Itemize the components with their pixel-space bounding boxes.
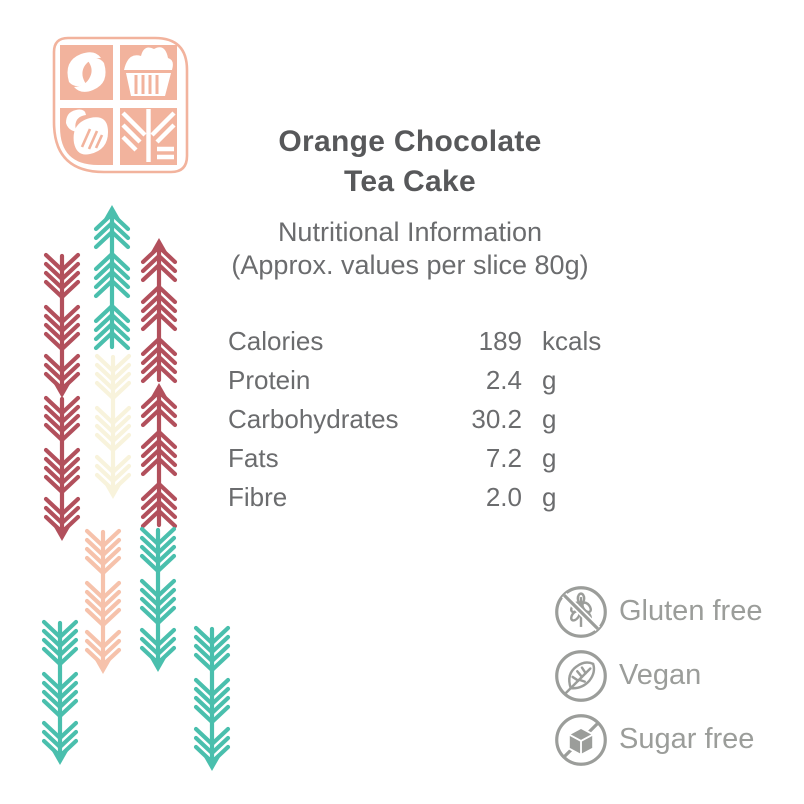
arrow-strand	[97, 356, 129, 499]
badge-sugar-free: Sugar free	[553, 710, 762, 769]
nutrient-label: Protein	[228, 365, 311, 395]
badge-gluten-free: Gluten free	[553, 582, 762, 641]
arrow-strand	[46, 255, 78, 398]
table-row: Fibre 2.0 g	[228, 478, 602, 517]
logo-weave-icon	[120, 108, 177, 165]
arrow-strand	[87, 531, 119, 674]
product-title: Orange Chocolate Tea Cake	[162, 122, 658, 202]
nutrition-heading: Nutritional Information	[277, 217, 543, 247]
badge-vegan: Vegan	[553, 646, 762, 705]
nutrient-value: 30.2	[471, 404, 522, 434]
arrow-strand	[96, 205, 128, 348]
dietary-badges: Gluten free Vegan	[553, 582, 762, 774]
arrow-strand	[196, 628, 228, 771]
nutrient-value: 7.2	[485, 443, 522, 473]
product-title-line2: Tea Cake	[344, 165, 476, 198]
arrow-strand	[143, 383, 175, 526]
nutrient-unit: g	[542, 443, 557, 473]
badge-label: Sugar free	[619, 723, 755, 755]
nutrient-label: Calories	[228, 326, 324, 356]
arrow-strand	[46, 398, 78, 541]
logo-cashews-icon	[60, 45, 113, 100]
nutrient-unit: kcals	[542, 326, 602, 356]
product-title-line1: Orange Chocolate	[278, 125, 542, 158]
nutrient-label: Carbohydrates	[228, 404, 399, 434]
nutrition-table: Calories 189 kcals Protein 2.4 g Carbohy…	[228, 322, 602, 517]
table-row: Fats 7.2 g	[228, 439, 602, 478]
nutrient-unit: g	[542, 404, 557, 434]
nutrient-unit: g	[542, 365, 557, 395]
logo-buns-icon	[60, 108, 113, 165]
nutrient-label: Fats	[228, 443, 279, 473]
nutrient-label: Fibre	[228, 482, 288, 512]
nutrition-subheading: (Approx. values per slice 80g)	[231, 250, 589, 280]
bakery-logo	[52, 36, 189, 174]
nutrient-value: 2.4	[485, 365, 522, 395]
nutrient-unit: g	[542, 482, 557, 512]
arrow-strand	[142, 529, 174, 672]
table-row: Protein 2.4 g	[228, 361, 602, 400]
badge-label: Gluten free	[619, 595, 763, 627]
gluten-free-icon	[555, 585, 607, 638]
table-row: Carbohydrates 30.2 g	[228, 400, 602, 439]
nutrient-value: 189	[478, 326, 522, 356]
sugar-free-icon	[555, 713, 607, 766]
nutrition-heading-block: Nutritional Information (Approx. values …	[142, 216, 678, 282]
nutrient-value: 2.0	[485, 482, 522, 512]
logo-basket-icon	[120, 45, 177, 100]
badge-label: Vegan	[619, 659, 702, 691]
arrow-strand	[44, 622, 76, 765]
vegan-leaf-icon	[555, 649, 607, 702]
table-row: Calories 189 kcals	[228, 322, 602, 361]
